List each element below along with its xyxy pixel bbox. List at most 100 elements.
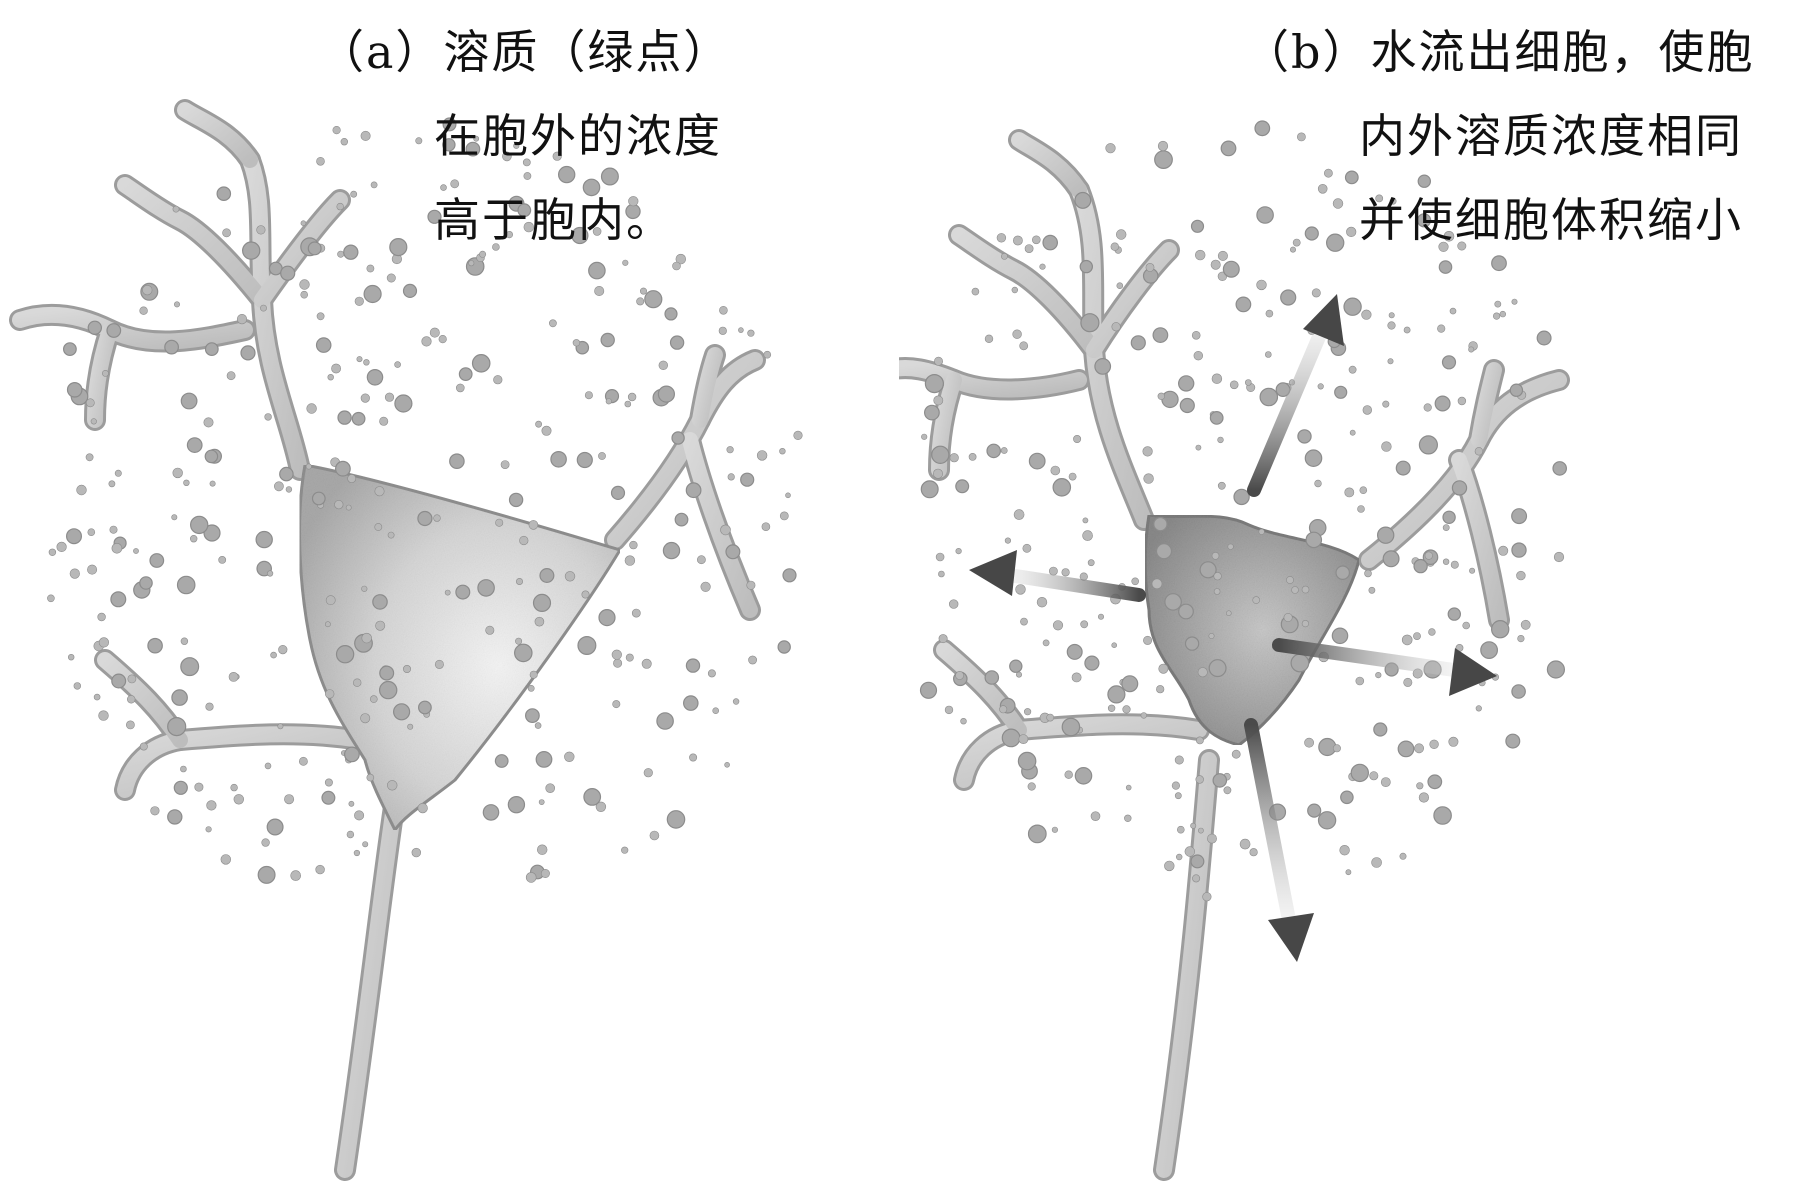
solute-dot xyxy=(508,492,524,508)
solute-dot xyxy=(1244,379,1252,386)
solute-dot xyxy=(1164,860,1175,872)
solute-dot xyxy=(492,243,500,251)
solute-dot xyxy=(948,599,959,609)
solute-dot xyxy=(1231,749,1241,759)
solute-dot xyxy=(584,391,593,400)
solute-dot xyxy=(366,773,375,782)
solute-dot xyxy=(643,768,653,778)
solute-dot xyxy=(1227,543,1234,550)
solute-dot xyxy=(532,593,552,613)
solute-dot xyxy=(724,761,730,768)
solute-dot xyxy=(1001,252,1008,260)
solute-dot xyxy=(180,657,200,677)
solute-dot xyxy=(549,319,557,328)
solute-dot xyxy=(502,151,512,162)
solute-dot xyxy=(507,796,526,814)
solute-dot xyxy=(746,580,756,590)
solute-dot xyxy=(1546,660,1566,679)
solute-dot xyxy=(1157,392,1165,400)
solute-dot xyxy=(1442,524,1450,531)
solute-dot xyxy=(1359,486,1368,495)
solute-dot xyxy=(732,698,740,705)
solute-dot xyxy=(1494,300,1502,308)
solute-dot xyxy=(493,375,503,385)
solute-dot xyxy=(111,673,127,689)
solute-dot xyxy=(306,403,317,414)
arrow-up-icon xyxy=(1247,294,1344,497)
solute-dot xyxy=(1140,712,1148,719)
solute-dot xyxy=(316,157,325,166)
solute-dot xyxy=(984,334,994,343)
solute-dot xyxy=(538,799,545,805)
solute-dot xyxy=(236,314,248,325)
solute-dot xyxy=(429,327,440,338)
solute-dot xyxy=(204,449,219,464)
solute-dot xyxy=(1417,174,1432,188)
solute-dot xyxy=(1184,636,1200,651)
solute-dot xyxy=(552,151,562,161)
solute-dot xyxy=(639,287,647,295)
solute-dot xyxy=(366,368,384,386)
solute-dot xyxy=(539,567,555,583)
solute-dot xyxy=(682,695,699,711)
solute-dot xyxy=(625,653,634,662)
solute-dot xyxy=(996,233,1007,243)
solute-dot xyxy=(307,241,322,256)
solute-dot xyxy=(1197,667,1208,678)
solute-dot xyxy=(920,480,939,499)
solute-dot xyxy=(1223,786,1232,795)
solute-dot xyxy=(1448,736,1459,747)
solute-dot xyxy=(611,649,622,660)
caption-b-line-1: （b）水流出细胞，使胞 xyxy=(1243,25,1755,79)
solute-dot xyxy=(216,186,232,201)
solute-dot xyxy=(924,404,940,421)
caption-b-line-2: 内外溶质浓度相同 xyxy=(1359,109,1743,163)
solute-dot xyxy=(1074,766,1093,785)
solute-dot xyxy=(726,446,734,454)
dendrites-b xyxy=(899,129,1570,1181)
solute-dot xyxy=(505,231,514,239)
solute-dot xyxy=(1197,827,1204,834)
cell-body-b xyxy=(1143,513,1361,747)
solute-dot xyxy=(411,847,421,858)
solute-dot xyxy=(1050,465,1061,476)
solute-dot xyxy=(458,367,473,382)
solute-dot xyxy=(572,339,581,347)
neuron-illustration-a xyxy=(9,99,803,1181)
solute-dot xyxy=(220,854,232,865)
solute-dot xyxy=(1131,577,1139,586)
solute-dot xyxy=(241,241,261,260)
solute-dot xyxy=(325,689,335,699)
solute-dot xyxy=(1105,143,1116,154)
solute-dot xyxy=(479,250,487,258)
solute-dot xyxy=(335,645,355,664)
solute-dot xyxy=(465,141,481,157)
solute-dot xyxy=(921,433,928,440)
solute-dot xyxy=(374,486,385,497)
solute-dot xyxy=(621,846,629,854)
solute-dot xyxy=(273,481,284,492)
solute-dot xyxy=(1349,429,1356,436)
solute-dot xyxy=(233,794,245,805)
solute-dot xyxy=(624,400,632,408)
solute-dot xyxy=(1462,621,1471,630)
solute-dot xyxy=(515,577,523,585)
solute-dot xyxy=(56,541,67,553)
solute-dot xyxy=(641,658,652,669)
solute-dot xyxy=(1457,241,1467,251)
solute-dot xyxy=(1190,822,1197,829)
solute-dot xyxy=(360,713,371,724)
solute-dot xyxy=(67,653,75,661)
solute-dot xyxy=(98,637,109,648)
solute-dot xyxy=(1301,619,1310,628)
solute-dot xyxy=(65,528,82,545)
solute-dot xyxy=(205,826,212,833)
solute-dot xyxy=(1344,487,1355,498)
solute-dot xyxy=(1178,375,1195,392)
solute-dot xyxy=(174,301,181,308)
solute-dot xyxy=(417,802,428,814)
solute-dot xyxy=(1184,846,1195,857)
solute-dot xyxy=(267,570,274,577)
solute-dot xyxy=(1433,806,1452,825)
solute-dot xyxy=(305,463,312,470)
